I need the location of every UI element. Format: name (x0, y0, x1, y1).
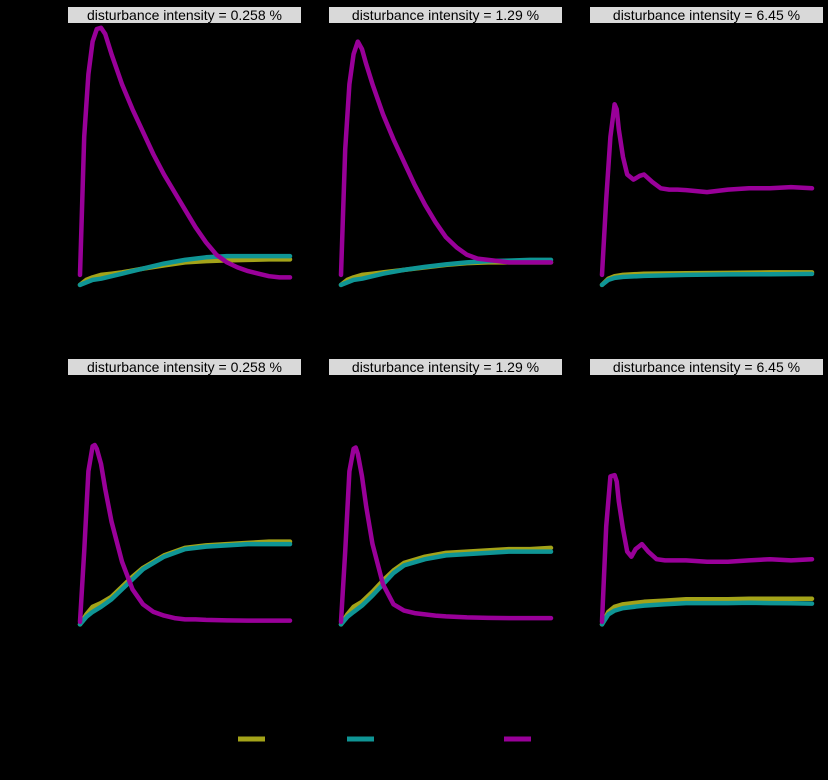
facet-strip-2 (329, 7, 562, 23)
facet-strip-5 (329, 359, 562, 375)
facet-strip-1 (68, 7, 301, 23)
series-line-2-3 (338, 39, 554, 278)
series-line-1-3 (77, 25, 293, 280)
facet-strip-label-4: disturbance intensity = 0.258 % (87, 359, 282, 375)
facet-panel-4: disturbance intensity = 0.258 % (68, 359, 301, 627)
facet-strip-label-1: disturbance intensity = 0.258 % (87, 7, 282, 23)
series-line-3-3 (599, 102, 815, 278)
series-line-5-3 (338, 445, 554, 625)
series-line-1-2 (77, 253, 293, 288)
series-line-5-2 (338, 549, 554, 627)
series-line-6-1 (599, 596, 815, 627)
facet-panel-5: disturbance intensity = 1.29 % (329, 359, 562, 627)
facet-strip-label-5: disturbance intensity = 1.29 % (352, 359, 539, 375)
facet-strip-label-2: disturbance intensity = 1.29 % (352, 7, 539, 23)
facet-panel-1: disturbance intensity = 0.258 % (68, 7, 301, 288)
facet-strip-label-3: disturbance intensity = 6.45 % (613, 7, 800, 23)
series-line-3-2 (599, 271, 815, 288)
facet-panel-2: disturbance intensity = 1.29 % (329, 7, 562, 288)
facet-panel-3: disturbance intensity = 6.45 % (590, 7, 823, 288)
series-line-4-3 (77, 442, 293, 625)
series-line-6-2 (599, 600, 815, 627)
facet-strip-4 (68, 359, 301, 375)
facet-strip-label-6: disturbance intensity = 6.45 % (613, 359, 800, 375)
series-line-6-3 (599, 472, 815, 625)
series-line-4-2 (77, 541, 293, 627)
facet-strip-6 (590, 359, 823, 375)
series-line-4-1 (77, 539, 293, 627)
series-line-5-1 (338, 545, 554, 627)
facet-strip-3 (590, 7, 823, 23)
facet-panel-6: disturbance intensity = 6.45 % (590, 359, 823, 627)
